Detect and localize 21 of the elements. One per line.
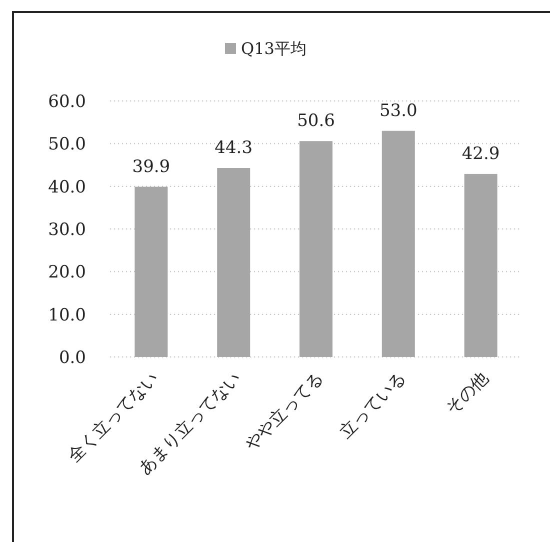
x-tick-label: 立っている [336, 368, 410, 443]
x-tick-label: その他 [442, 368, 492, 419]
y-tick-label: 40.0 [48, 177, 86, 198]
data-label: 44.3 [214, 138, 253, 158]
y-tick-label: 20.0 [48, 262, 86, 283]
data-label: 39.9 [132, 156, 170, 177]
y-tick-label: 60.0 [48, 92, 86, 112]
x-tick-label: やや立ってる [241, 368, 328, 455]
legend-label: Q13平均 [241, 39, 306, 58]
data-label: 42.9 [462, 144, 500, 164]
bar [464, 174, 498, 357]
bar [300, 141, 332, 357]
bar [217, 168, 250, 357]
data-label: 50.6 [297, 111, 335, 132]
y-tick-label: 0.0 [58, 348, 86, 368]
bar [134, 186, 168, 357]
y-tick-label: 10.0 [48, 305, 86, 326]
y-tick-label: 50.0 [48, 134, 86, 155]
data-label: 53.0 [379, 100, 418, 121]
y-tick-label: 30.0 [48, 220, 86, 240]
bar [382, 130, 415, 357]
